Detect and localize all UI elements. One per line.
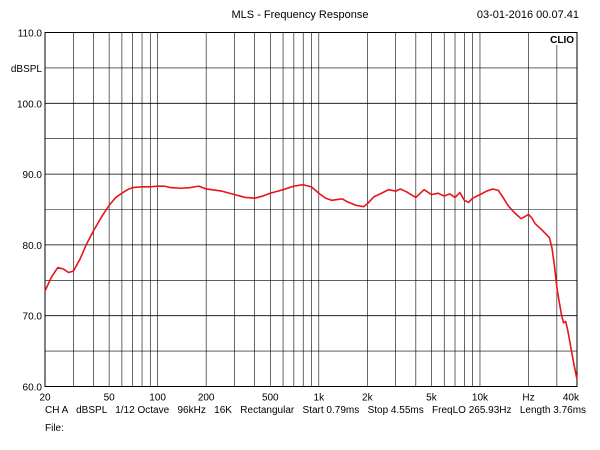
y-tick-label: 110.0: [18, 29, 43, 40]
x-tick-label: 200: [198, 393, 215, 404]
brand-logo: CLIO: [550, 35, 574, 46]
y-tick-label: 60.0: [23, 383, 43, 394]
y-tick-label: 90.0: [23, 170, 43, 181]
x-tick-label: 100: [149, 393, 166, 404]
x-tick-label: Hz: [522, 393, 534, 404]
x-tick-label: 20: [39, 393, 51, 404]
y-tick-label: 80.0: [23, 241, 43, 252]
x-tick-label: 5k: [426, 393, 438, 404]
x-tick-label: 40k: [563, 393, 580, 404]
measurement-info: CH A dBSPL 1/12 Octave 96kHz 16K Rectang…: [45, 405, 587, 416]
x-tick-label: 500: [262, 393, 279, 404]
frequency-response-line: [44, 183, 578, 381]
y-axis-label: dBSPL: [11, 64, 43, 75]
y-tick-label: 100.0: [17, 99, 42, 110]
chart-title: MLS - Frequency Response: [231, 9, 369, 21]
timestamp: 03-01-2016 00.07.41: [476, 9, 579, 21]
x-tick-label: 50: [104, 393, 116, 404]
plot-frame: [44, 32, 578, 387]
x-tick-label: 10k: [472, 393, 489, 404]
x-tick-label: 1k: [314, 393, 326, 404]
file-label: File:: [45, 423, 64, 434]
brand-box: [548, 33, 576, 45]
x-tick-label: 2k: [362, 393, 374, 404]
y-tick-label: 70.0: [23, 312, 43, 323]
